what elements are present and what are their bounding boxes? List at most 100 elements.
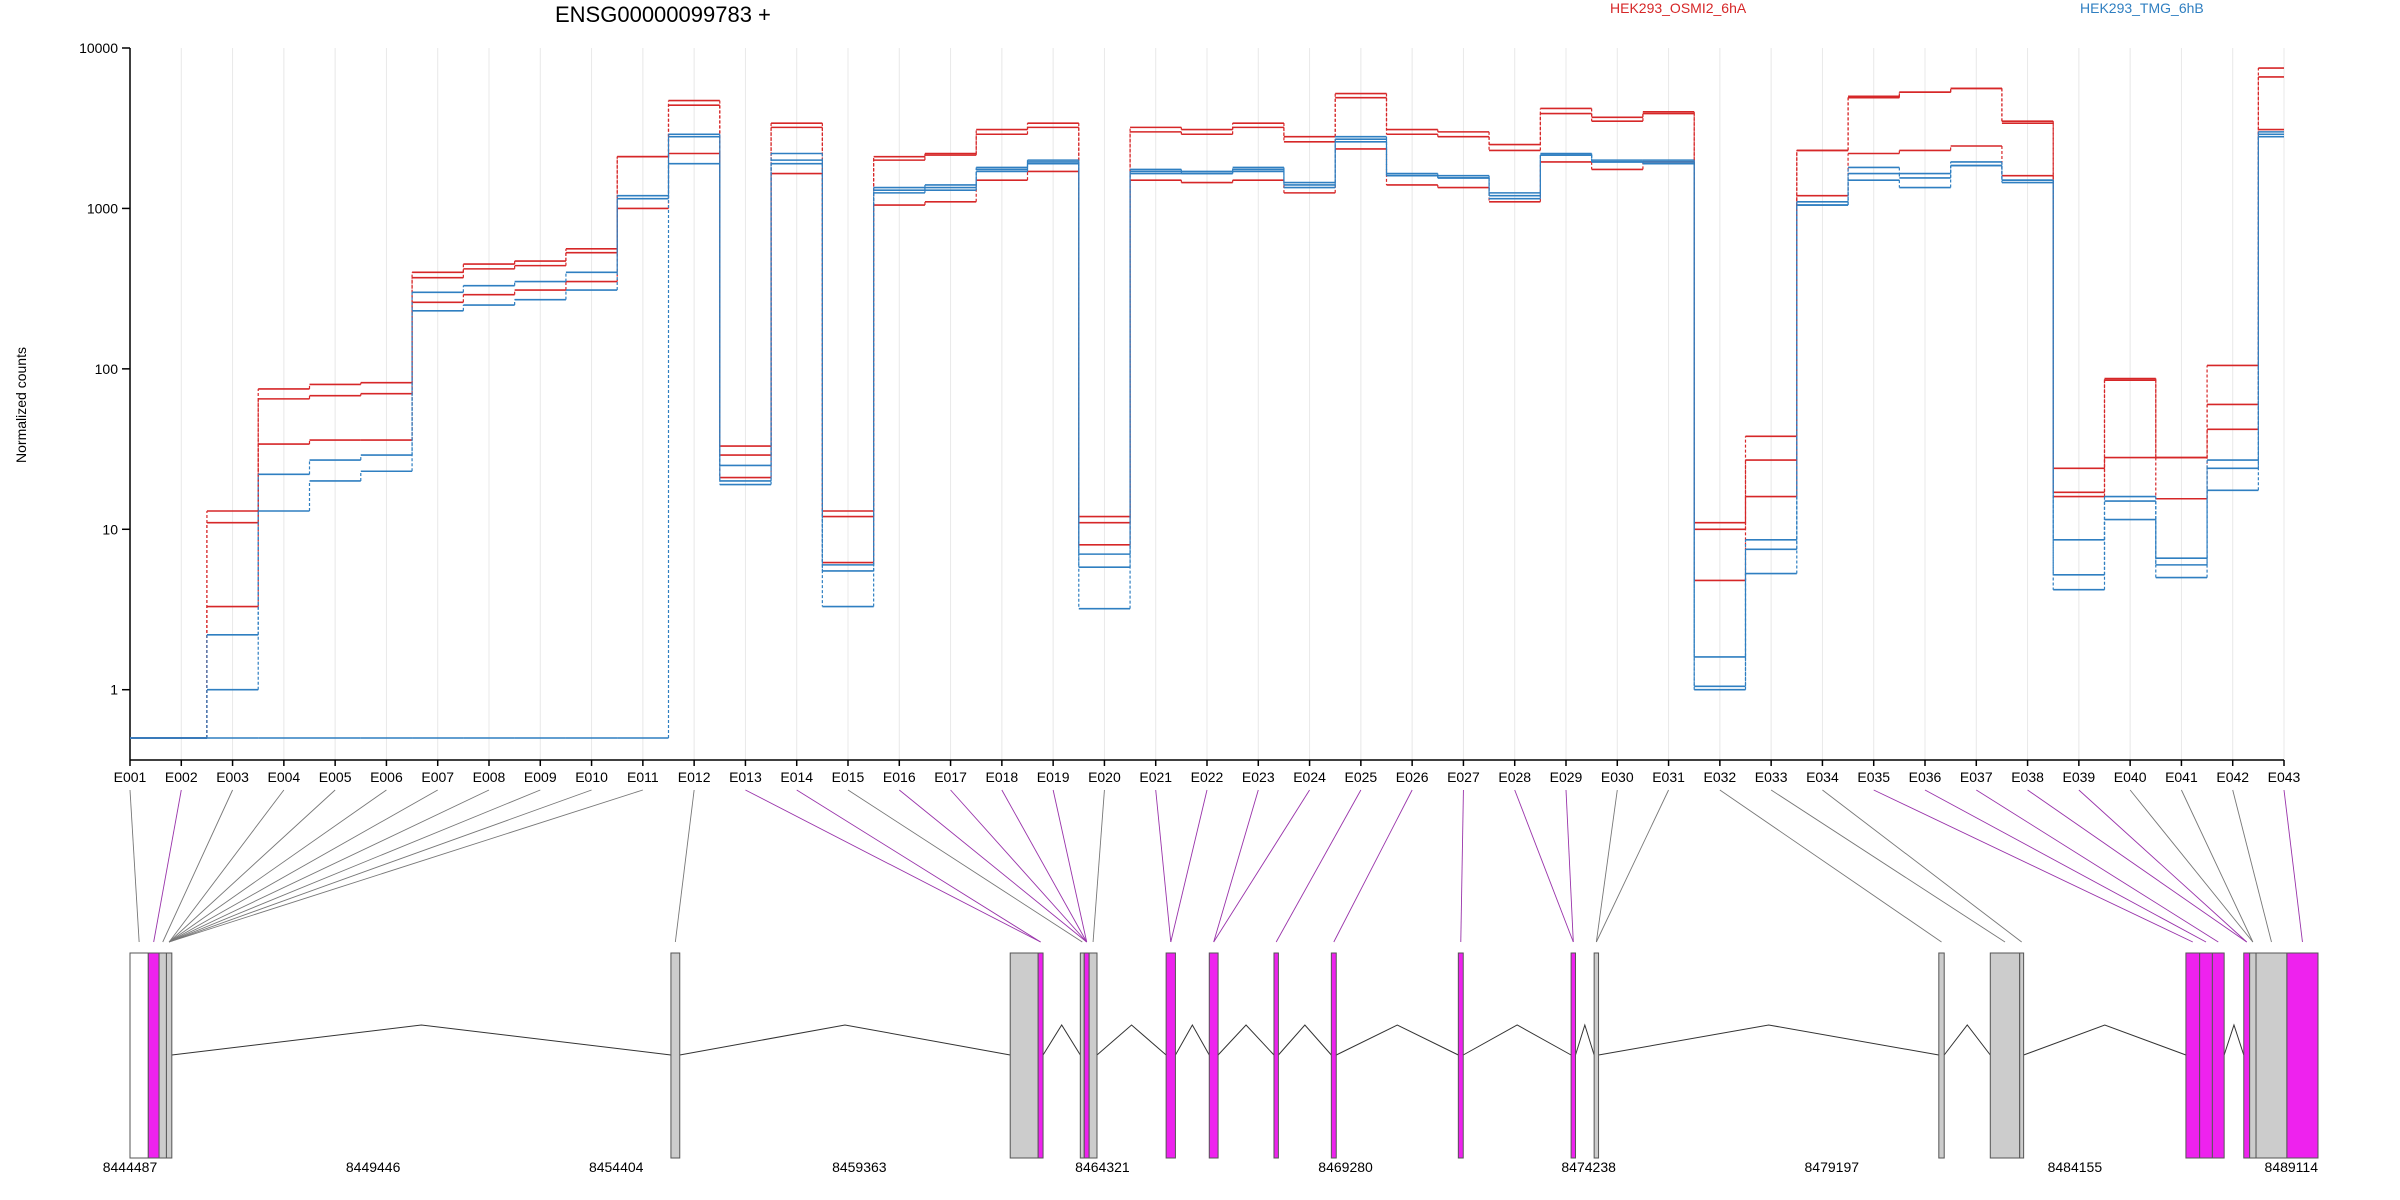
exon-block xyxy=(2249,952,2257,1159)
intron xyxy=(1943,1024,1991,1056)
x-gridlines xyxy=(129,48,2285,760)
x-tick-label: E038 xyxy=(2011,769,2044,785)
exon-mapping-line xyxy=(1460,789,1464,943)
exon-block xyxy=(2255,952,2288,1159)
exon-block xyxy=(1570,952,1577,1159)
exon-mapping-line xyxy=(1770,789,2006,943)
exon-mapping-line xyxy=(1052,789,1088,943)
x-tick-label: E033 xyxy=(1755,769,1788,785)
x-tick-label: E013 xyxy=(729,769,762,785)
intron xyxy=(1175,1023,1210,1056)
exon-block xyxy=(2211,952,2225,1159)
exon-mapping-line xyxy=(1924,789,2207,943)
exon-mapping-line xyxy=(2129,789,2254,943)
exon-mapping-line xyxy=(168,789,490,943)
y-axis-label: Normalized counts xyxy=(13,347,29,463)
y-axis: 1 10 100 1000 10000 xyxy=(79,40,131,760)
y-tick-label: 10000 xyxy=(79,40,118,56)
x-tick-label: E009 xyxy=(524,769,557,785)
exon-block xyxy=(1593,952,1600,1159)
exon-block xyxy=(1079,952,1085,1159)
exon-block xyxy=(1037,952,1044,1159)
y-tick-label: 1 xyxy=(110,682,118,698)
exon-mapping-line xyxy=(153,789,182,943)
x-tick-label: E030 xyxy=(1601,769,1634,785)
x-tick-label: E002 xyxy=(165,769,198,785)
exon-block xyxy=(1457,952,1464,1159)
exon-mapping-line xyxy=(1514,789,1574,943)
exon-block xyxy=(158,952,167,1159)
intron xyxy=(1336,1024,1459,1056)
exon-block xyxy=(1330,952,1337,1159)
x-tick-label: E004 xyxy=(268,769,301,785)
intron xyxy=(1217,1024,1275,1056)
exon-block xyxy=(670,952,681,1159)
intron xyxy=(171,1024,671,1056)
exon-block xyxy=(2243,952,2251,1159)
exon-mapping-line xyxy=(1275,789,1362,943)
genomic-coordinate-label: 8479197 xyxy=(1805,1159,1860,1175)
x-tick-label: E022 xyxy=(1191,769,1224,785)
exon-mapping-line xyxy=(1213,789,1310,943)
exon-mapping-line xyxy=(847,789,1083,943)
genomic-coordinate-label: 8469280 xyxy=(1318,1159,1373,1175)
x-tick-label: E036 xyxy=(1909,769,1942,785)
exon-mapping-lines xyxy=(129,789,2303,943)
x-tick-label: E011 xyxy=(627,769,659,785)
exon-mapping-line xyxy=(2181,789,2254,943)
exon-mapping-line xyxy=(2027,789,2247,943)
genomic-coordinate-label: 8484155 xyxy=(2048,1159,2103,1175)
x-tick-label: E027 xyxy=(1447,769,1480,785)
x-tick-label: E005 xyxy=(319,769,352,785)
exon-mapping-line xyxy=(2283,789,2303,943)
exon-block xyxy=(2019,952,2025,1159)
x-tick-label: E017 xyxy=(934,769,967,785)
intron xyxy=(1462,1024,1572,1056)
genomic-coordinate-label: 8464321 xyxy=(1075,1159,1130,1175)
exon-block xyxy=(1165,952,1176,1159)
y-tick-label: 100 xyxy=(95,361,119,377)
x-tick-label: E040 xyxy=(2114,769,2147,785)
exon-block xyxy=(2185,952,2201,1159)
exon-block xyxy=(1273,952,1279,1159)
exon-block xyxy=(1009,952,1039,1159)
exon-block xyxy=(129,952,149,1159)
intron xyxy=(2023,1024,2187,1056)
x-tick-label: E016 xyxy=(883,769,916,785)
x-tick-label: E015 xyxy=(832,769,865,785)
exon-mapping-line xyxy=(1595,789,1669,943)
exon-mapping-line xyxy=(168,789,438,943)
y-tick-label: 10 xyxy=(102,521,118,537)
exon-mapping-line xyxy=(168,789,285,943)
y-tick-label: 1000 xyxy=(87,200,118,216)
x-tick-label: E014 xyxy=(780,769,813,785)
x-tick-label: E039 xyxy=(2063,769,2096,785)
genomic-coordinate-label: 8459363 xyxy=(832,1159,887,1175)
x-tick-label: E023 xyxy=(1242,769,1275,785)
exon-mapping-line xyxy=(899,789,1087,943)
x-axis: E001 E002 E003 E004 E005 E006 E007 E008 E009 E010… xyxy=(114,759,2301,785)
x-tick-label: E012 xyxy=(678,769,711,785)
x-tick-label: E003 xyxy=(216,769,249,785)
exon-mapping-line xyxy=(168,789,592,943)
genomic-coordinate-label: 8489114 xyxy=(2265,1159,2319,1175)
x-tick-label: E006 xyxy=(370,769,403,785)
exon-mapping-line xyxy=(1333,789,1413,943)
exon-mapping-line xyxy=(168,789,541,943)
chart-title: ENSG00000099783 + xyxy=(555,2,771,27)
exon-mapping-line xyxy=(1170,789,1208,943)
series-layer xyxy=(130,67,2284,739)
intron xyxy=(1042,1024,1081,1056)
exon-mapping-line xyxy=(1092,789,1105,943)
exon-mapping-line xyxy=(1719,789,1942,943)
exon-block xyxy=(147,952,160,1159)
intron xyxy=(1598,1024,1939,1056)
exon-block xyxy=(1088,952,1098,1159)
exon-block xyxy=(1208,952,1219,1159)
exon-block xyxy=(2199,952,2213,1159)
x-tick-label: E008 xyxy=(473,769,506,785)
exon-mapping-line xyxy=(168,789,336,943)
exon-mapping-line xyxy=(950,789,1088,943)
x-tick-label: E001 xyxy=(114,769,147,785)
